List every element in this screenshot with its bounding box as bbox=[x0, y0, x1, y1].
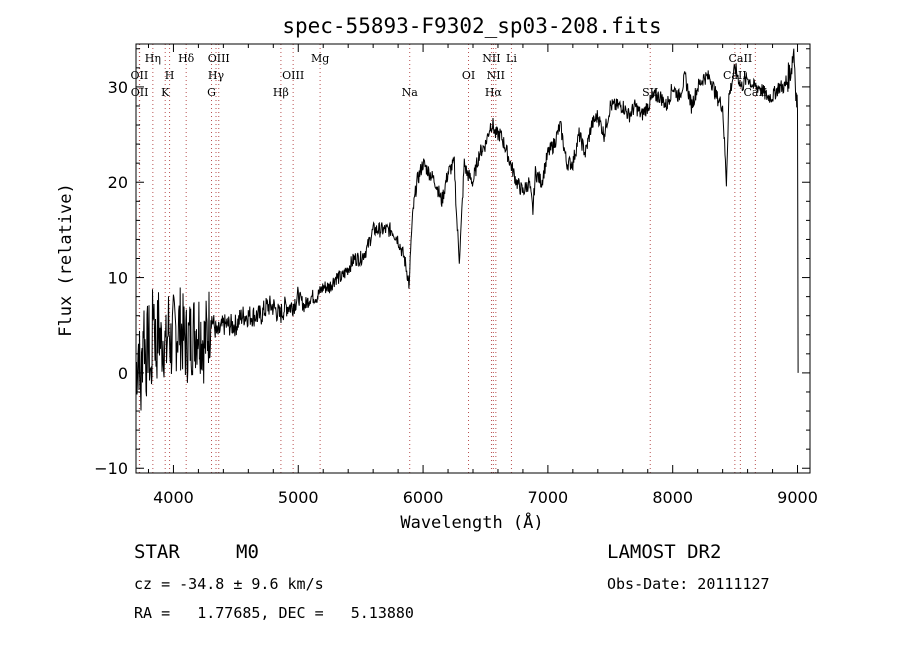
y-tick-label: 20 bbox=[108, 173, 128, 192]
x-tick-label: 9000 bbox=[777, 488, 818, 507]
emission-line-markers bbox=[138, 44, 756, 473]
emission-line-labels: OII OII Hη HK Hδ OIII Hγ G Hβ OIII Mg Na OI NII NII Hα L… bbox=[131, 52, 768, 99]
line-marker-label: OIII bbox=[208, 52, 230, 65]
observation-date: Obs-Date: 20111127 bbox=[607, 575, 770, 593]
line-marker-label: Hα bbox=[485, 86, 503, 99]
redshift-velocity: cz = -34.8 ± 9.6 km/s bbox=[134, 575, 324, 593]
y-tick-label: 0 bbox=[118, 364, 128, 383]
y-tick-label: 10 bbox=[108, 269, 128, 288]
line-marker-label: OII bbox=[131, 86, 149, 99]
line-marker-label: CaII bbox=[723, 69, 747, 82]
line-marker-label: G bbox=[207, 86, 216, 99]
x-tick-label: 8000 bbox=[652, 488, 693, 507]
line-marker-label: CaII bbox=[729, 52, 753, 65]
spectrum-line bbox=[135, 48, 799, 411]
x-tick-label: 5000 bbox=[278, 488, 319, 507]
x-tick-label: 7000 bbox=[528, 488, 569, 507]
line-marker-label: Hβ bbox=[273, 86, 289, 99]
survey-name: LAMOST DR2 bbox=[607, 541, 722, 563]
line-marker-label: OI bbox=[462, 69, 475, 82]
y-tick-label: 30 bbox=[108, 78, 128, 97]
line-marker-label: NII bbox=[487, 69, 505, 82]
chart-title: spec-55893-F9302_sp03-208.fits bbox=[282, 14, 661, 38]
line-marker-label: OIII bbox=[282, 69, 304, 82]
x-tick-label: 6000 bbox=[403, 488, 444, 507]
line-marker-label: K bbox=[161, 86, 170, 99]
object-type: STAR bbox=[134, 541, 180, 563]
object-subclass: M0 bbox=[236, 541, 259, 563]
line-marker-label: Li bbox=[506, 52, 517, 65]
line-marker-label: Hη bbox=[145, 52, 161, 65]
line-marker-label: Na bbox=[402, 86, 419, 99]
line-marker-label: Mg bbox=[311, 52, 329, 65]
line-marker-label: H bbox=[165, 69, 175, 82]
plot-frame bbox=[135, 43, 811, 474]
x-axis-label: Wavelength (Å) bbox=[400, 511, 543, 533]
line-marker-label: Hδ bbox=[178, 52, 195, 65]
y-axis-label: Flux (relative) bbox=[56, 183, 76, 337]
line-marker-label: Hγ bbox=[208, 69, 225, 82]
coordinates: RA = 1.77685, DEC = 5.13880 bbox=[134, 604, 414, 622]
x-axis-ticks: 4000 5000 6000 7000 8000 9000 bbox=[147, 44, 818, 507]
line-marker-label: NII bbox=[482, 52, 500, 65]
line-marker-label: OII bbox=[131, 69, 149, 82]
x-tick-label: 4000 bbox=[153, 488, 194, 507]
y-tick-label: −10 bbox=[94, 459, 128, 478]
y-axis-ticks: −10 0 10 20 30 bbox=[94, 48, 810, 478]
